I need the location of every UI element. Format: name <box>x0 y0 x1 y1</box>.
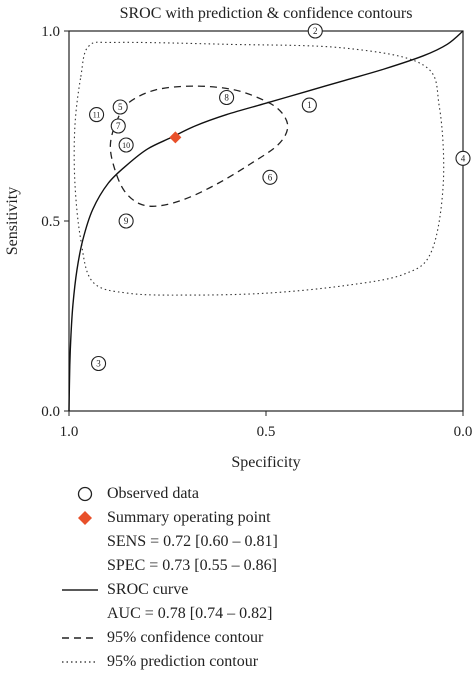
open-circle-icon <box>77 486 93 502</box>
y-tick-label: 1.0 <box>41 24 60 40</box>
observed-point-marker <box>91 355 107 372</box>
prediction-contour <box>73 41 445 296</box>
observed-point-marker <box>219 89 235 106</box>
observed-point-label: 4 <box>461 153 466 163</box>
observed-point-label: 9 <box>124 216 129 226</box>
observed-point-marker <box>307 23 323 39</box>
observed-point-marker <box>262 169 278 185</box>
legend-sroc: SROC curve <box>60 578 460 602</box>
observed-point-marker <box>301 97 317 113</box>
legend-auc: AUC = 0.78 [0.74 – 0.82] <box>60 602 460 626</box>
y-tick-label: 0.5 <box>41 214 60 230</box>
sroc-curve <box>68 30 464 412</box>
observed-point-marker <box>118 137 134 153</box>
legend-confidence-label: 95% confidence contour <box>107 629 264 646</box>
legend-summary-label: Summary operating point <box>107 509 271 526</box>
chart-title: SROC with prediction & confidence contou… <box>120 5 413 22</box>
diamond-icon <box>78 511 92 525</box>
legend-confidence: 95% confidence contour <box>60 626 460 650</box>
observed-point-label: 3 <box>96 359 101 369</box>
x-tick-label: 0.5 <box>257 424 276 440</box>
y-axis-label: Sensitivity <box>4 187 21 255</box>
observed-point-marker <box>110 118 126 134</box>
observed-point-label: 8 <box>224 93 229 103</box>
observed-point: 6 <box>262 169 278 185</box>
observed-point: 3 <box>91 355 107 372</box>
observed-point: 1 <box>301 97 317 113</box>
observed-point: 7 <box>110 118 126 134</box>
legend-sens: SENS = 0.72 [0.60 – 0.81] <box>60 530 460 554</box>
legend-prediction: 95% prediction contour <box>60 650 460 674</box>
observed-point: 4 <box>455 150 471 166</box>
summary-operating-point <box>169 131 182 144</box>
legend-sroc-label: SROC curve <box>107 581 189 598</box>
observed-point-label: 7 <box>116 121 121 131</box>
legend-spec: SPEC = 0.73 [0.55 – 0.86] <box>60 554 460 578</box>
dashed-line-icon <box>62 637 98 639</box>
legend-sens-label: SENS = 0.72 [0.60 – 0.81] <box>107 533 278 550</box>
observed-point: 2 <box>307 23 323 39</box>
x-tick-label: 1.0 <box>60 424 79 440</box>
observed-point: 5 <box>112 99 128 115</box>
y-tick-label: 0.0 <box>41 404 60 420</box>
legend: Observed data Summary operating point SE… <box>60 482 460 674</box>
observed-point: 9 <box>118 213 134 229</box>
observed-point: 11 <box>89 107 105 123</box>
x-tick-label: 0.0 <box>454 424 473 440</box>
solid-line-icon <box>62 589 98 591</box>
legend-summary: Summary operating point <box>60 506 460 530</box>
legend-prediction-label: 95% prediction contour <box>107 653 259 670</box>
confidence-contour <box>109 85 289 207</box>
observed-point-marker <box>455 150 471 166</box>
observed-point-label: 11 <box>93 111 101 120</box>
observed-point-label: 6 <box>268 172 273 182</box>
observed-point-label: 5 <box>118 102 123 112</box>
legend-spec-label: SPEC = 0.73 [0.55 – 0.86] <box>107 557 277 574</box>
sroc-chart: SROC with prediction & confidence contou… <box>4 5 473 471</box>
observed-point: 10 <box>118 137 134 153</box>
observed-point-marker <box>118 213 134 229</box>
observed-point: 8 <box>219 89 235 106</box>
observed-point-label: 1 <box>307 100 312 110</box>
legend-observed-label: Observed data <box>107 485 199 502</box>
dotted-line-icon <box>62 661 98 663</box>
observed-point-label: 2 <box>313 26 318 36</box>
legend-observed: Observed data <box>60 482 460 506</box>
observed-point-marker <box>89 107 105 123</box>
legend-auc-label: AUC = 0.78 [0.74 – 0.82] <box>107 605 273 622</box>
observed-point-marker <box>112 99 128 115</box>
observed-point-label: 10 <box>122 141 130 150</box>
x-axis-label: Specificity <box>231 454 300 471</box>
